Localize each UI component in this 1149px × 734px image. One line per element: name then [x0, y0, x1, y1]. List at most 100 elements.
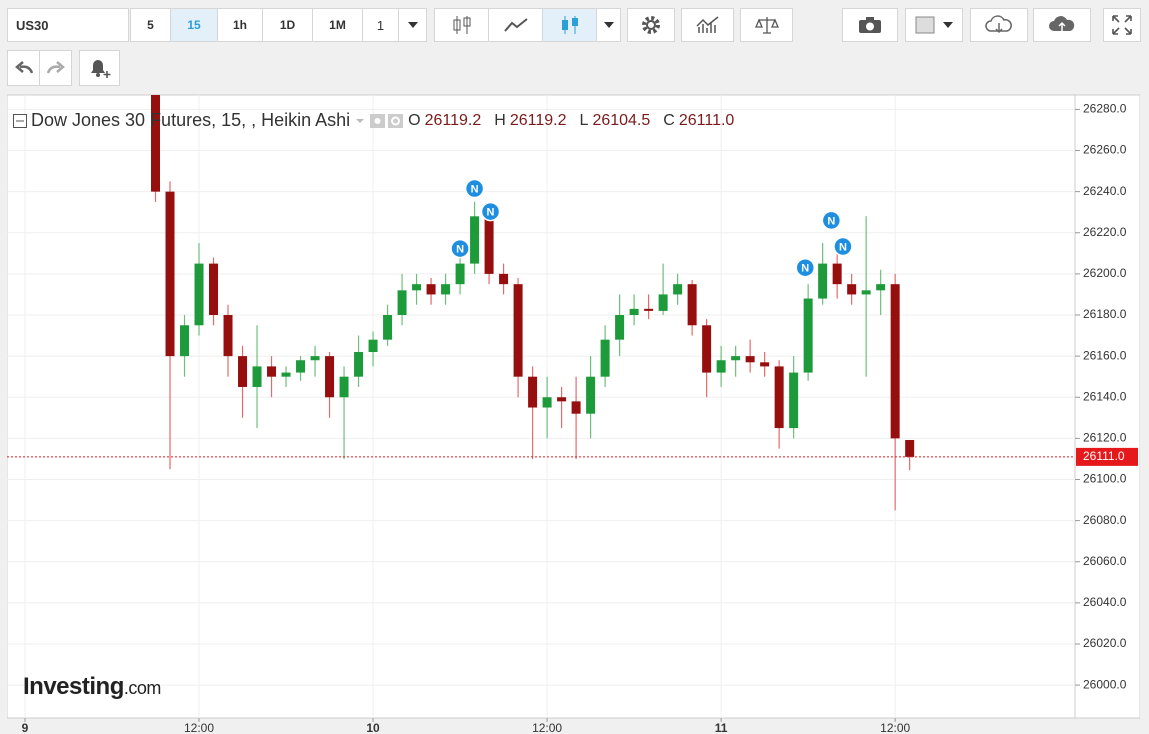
y-tick-label: 26060.0	[1083, 554, 1127, 568]
candle-body	[325, 356, 335, 398]
icon	[642, 16, 660, 34]
interval-button[interactable]: 1M	[312, 8, 363, 42]
candle-body	[165, 191, 175, 357]
candle-body	[847, 284, 857, 295]
last-price-box	[1076, 447, 1138, 466]
icon	[1049, 16, 1075, 32]
candle-body	[151, 95, 161, 192]
candle-body	[194, 263, 204, 326]
candle-body	[281, 372, 291, 377]
news-marker	[833, 236, 853, 257]
y-tick-label: 26260.0	[1083, 143, 1127, 157]
candle-body	[470, 216, 480, 264]
candle-body	[426, 284, 436, 295]
bars-button[interactable]	[434, 8, 489, 42]
candle-body	[658, 294, 668, 311]
interval-button[interactable]: 5	[130, 8, 171, 42]
icon	[985, 15, 1012, 34]
news-marker-label: N	[471, 183, 479, 195]
news-marker-label: N	[487, 206, 495, 218]
candle-body	[818, 263, 828, 299]
candle-body	[803, 298, 813, 373]
candle-body	[702, 325, 712, 373]
candle-body	[890, 284, 900, 439]
symbol-input[interactable]: US30	[7, 8, 129, 42]
save-button[interactable]	[1033, 8, 1091, 42]
news-marker	[480, 201, 501, 222]
candle-body	[499, 273, 509, 285]
interval-button[interactable]: 15	[170, 8, 218, 42]
interval-button[interactable]: 1h	[217, 8, 263, 42]
candle-body	[455, 263, 465, 285]
count[interactable]: 1	[362, 8, 399, 42]
snapshot-button[interactable]	[842, 8, 898, 42]
line-button[interactable]	[488, 8, 543, 42]
x-tick-label: 11	[715, 721, 728, 734]
y-tick-label: 26220.0	[1083, 225, 1127, 239]
candle-body	[267, 366, 277, 377]
high-label: H	[494, 111, 506, 129]
redo-button[interactable]	[39, 50, 72, 86]
x-tick-label: 9	[22, 721, 29, 734]
alert-button[interactable]	[79, 50, 120, 86]
news-marker	[795, 257, 815, 278]
x-tick-label: 10	[366, 721, 380, 734]
y-tick-label: 26160.0	[1083, 348, 1127, 362]
candle-body	[586, 376, 596, 414]
candle-body	[673, 284, 683, 295]
color-button[interactable]	[905, 8, 963, 42]
y-tick-label: 26040.0	[1083, 595, 1127, 609]
dropdown[interactable]	[398, 8, 427, 42]
settings-button[interactable]	[627, 8, 675, 42]
icon	[90, 60, 110, 78]
y-tick-label: 26200.0	[1083, 266, 1127, 280]
y-tick-label: 26020.0	[1083, 636, 1127, 650]
icon	[1112, 15, 1132, 35]
news-marker	[464, 178, 485, 199]
icon	[46, 61, 65, 74]
icon	[695, 16, 718, 33]
candle-body	[731, 356, 741, 361]
y-tick-label: 26280.0	[1083, 102, 1127, 116]
candle-button[interactable]	[542, 8, 597, 42]
caret	[407, 22, 418, 28]
candle-body	[296, 360, 306, 373]
close-value: 26111.0	[678, 111, 735, 129]
price-axis	[1074, 94, 1140, 719]
y-tick-label: 26120.0	[1083, 431, 1127, 445]
y-tick-label: 26240.0	[1083, 184, 1127, 198]
last-price-label: 26111.0	[1083, 449, 1125, 463]
candle-body	[832, 263, 842, 285]
icon	[754, 17, 779, 34]
candle-body	[397, 290, 407, 316]
candle-body	[339, 376, 349, 398]
load-button[interactable]	[970, 8, 1028, 42]
candle-body	[238, 356, 248, 387]
indicators-button[interactable]	[681, 8, 734, 42]
candle-body	[528, 376, 538, 408]
y-tick-label: 26100.0	[1083, 472, 1127, 486]
icon	[503, 18, 528, 32]
open-value: 26119.2	[424, 111, 482, 129]
undo-button[interactable]	[7, 50, 40, 86]
fullscreen-button[interactable]	[1103, 8, 1141, 42]
candle-body	[716, 360, 726, 373]
candle-body	[629, 308, 639, 316]
grid	[7, 95, 1075, 718]
icon	[915, 16, 953, 34]
candle-body	[600, 339, 610, 377]
dropdown[interactable]	[596, 8, 621, 42]
candle-body	[876, 284, 886, 291]
compare-button[interactable]	[740, 8, 793, 42]
candle-body	[571, 401, 581, 414]
candle-body	[542, 397, 552, 408]
candle-body	[441, 284, 451, 295]
brand-suffix: .com	[123, 678, 162, 698]
interval-button[interactable]: 1D	[262, 8, 313, 42]
candle-body	[223, 315, 233, 357]
icon	[14, 61, 33, 74]
collapse-icon	[13, 113, 27, 128]
low-label: L	[579, 111, 589, 129]
